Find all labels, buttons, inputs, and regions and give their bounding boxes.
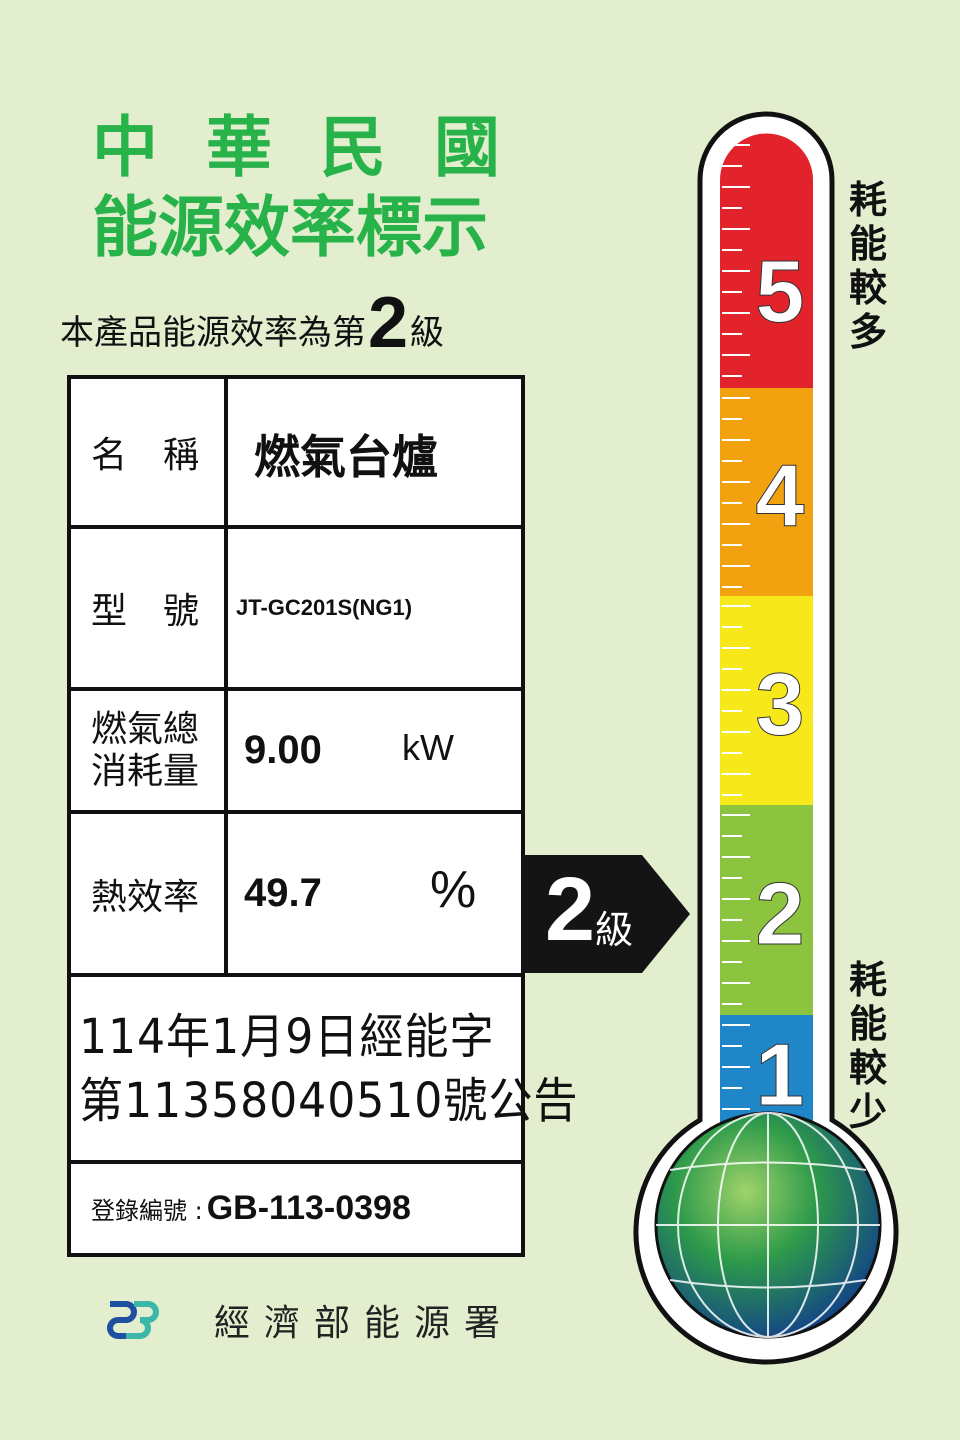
grade-prefix: 本產品能源效率為第	[60, 313, 366, 353]
gas-cell: 9.00 kW	[232, 691, 521, 810]
energy-agency-logo	[107, 1301, 159, 1339]
gas-value: 9.00	[244, 728, 322, 772]
row-efficiency: 熱效率 49.7 %	[71, 814, 521, 977]
name-value: 燃氣台爐	[254, 430, 438, 484]
name-label: 名 稱	[71, 379, 228, 525]
footer: 經濟部能源署	[104, 1294, 514, 1346]
registration-value: GB-113-0398	[206, 1189, 411, 1227]
title-line-1: 中華民國	[92, 109, 548, 186]
level-4-label: 4	[756, 446, 805, 545]
thermometer: 5 4 3 2 1	[633, 111, 899, 1365]
model-label: 型 號	[71, 529, 228, 687]
row-registration: 登錄編號 : GB-113-0398	[71, 1164, 541, 1253]
level-3-label: 3	[756, 655, 805, 754]
arrow-shape	[522, 855, 690, 973]
grade-number: 2	[368, 283, 409, 363]
level-1-label: 1	[756, 1025, 805, 1124]
notice-line-1: 114年1月9日經能字	[79, 1009, 495, 1065]
efficiency-value: 49.7	[244, 871, 322, 915]
row-notice: 114年1月9日經能字 第11358040510號公告	[71, 977, 578, 1164]
model-value: JT-GC201S(NG1)	[236, 595, 413, 620]
efficiency-label: 熱效率	[71, 814, 228, 973]
arrow-grade: 2	[545, 860, 596, 960]
grade-arrow	[522, 855, 690, 973]
gas-label-line2: 消耗量	[91, 750, 200, 792]
info-table: 名 稱 燃氣台爐 型 號 JT-GC201S(NG1) 燃氣總 消耗量 9.00…	[67, 375, 578, 1257]
level-5-label: 5	[756, 242, 805, 341]
row-gas: 燃氣總 消耗量 9.00 kW	[71, 691, 521, 814]
gas-label: 燃氣總 消耗量	[71, 691, 228, 810]
row-name: 名 稱 燃氣台爐	[71, 379, 521, 529]
caption-less-energy: 耗能較少	[848, 958, 887, 1134]
registration-label: 登錄編號 :	[91, 1197, 203, 1225]
notice-line-2: 第11358040510號公告	[79, 1073, 579, 1129]
arrow-unit: 級	[595, 908, 634, 952]
row-model: 型 號 JT-GC201S(NG1)	[71, 529, 521, 691]
grade-statement: 本產品能源效率為第 2 級	[60, 283, 445, 363]
level-2-label: 2	[756, 864, 805, 963]
level-1-band	[720, 1015, 813, 1125]
efficiency-cell: 49.7 %	[232, 814, 521, 973]
grade-arrow-label: 2 級	[545, 860, 634, 960]
gas-unit: kW	[402, 727, 454, 768]
efficiency-unit: %	[430, 861, 477, 919]
title-line-2: 能源效率標示	[92, 189, 488, 266]
org-name: 經濟部能源署	[214, 1303, 515, 1344]
grade-suffix: 級	[410, 313, 445, 353]
caption-more-energy: 耗能較多	[848, 178, 887, 354]
level-5-band	[720, 133, 813, 388]
level-3-band	[720, 596, 813, 805]
gas-label-line1: 燃氣總	[91, 708, 200, 750]
level-4-band	[720, 388, 813, 596]
level-2-band	[720, 805, 813, 1015]
